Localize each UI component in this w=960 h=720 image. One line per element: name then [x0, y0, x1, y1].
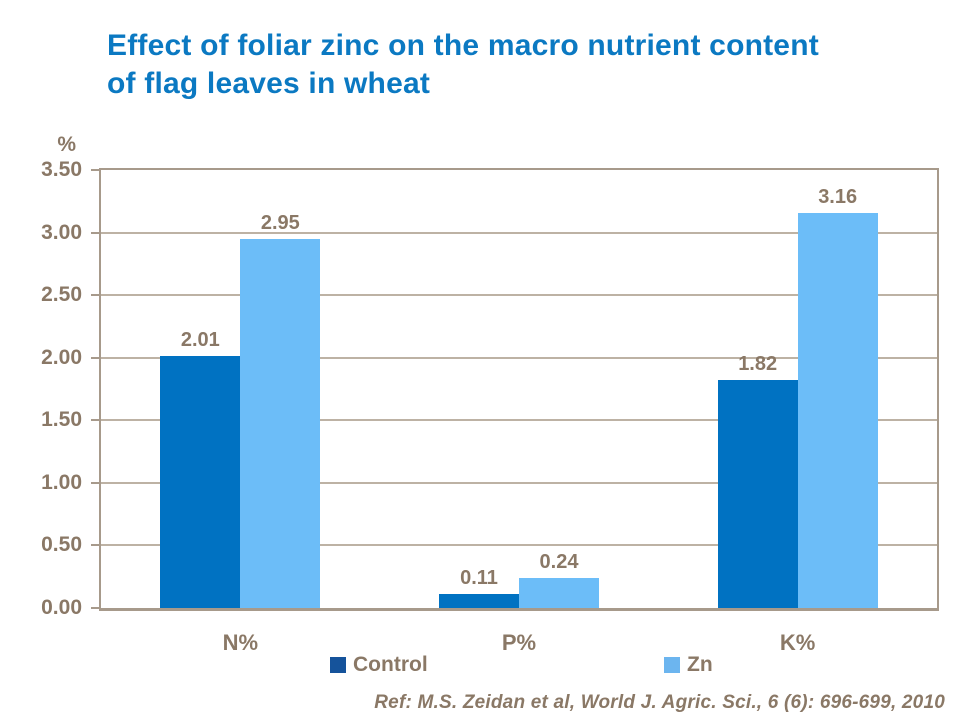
chart-title: Effect of foliar zinc on the macro nutri… — [107, 27, 819, 103]
y-axis-tick-label: 3.00 — [41, 220, 82, 244]
gridline — [101, 231, 937, 234]
legend-label-control: Control — [353, 653, 428, 676]
gridline — [101, 419, 937, 422]
value-label-control-P%: 0.11 — [460, 567, 498, 590]
legend-label-zn: Zn — [687, 653, 713, 676]
gridline — [101, 481, 937, 484]
y-axis-tick-label: 0.00 — [41, 596, 82, 619]
chart-title-line-1: Effect of foliar zinc on the macro nutri… — [107, 29, 819, 62]
legend-item-zn: Zn — [664, 652, 713, 678]
legend-item-control: Control — [330, 652, 428, 678]
y-axis-tick-mark — [91, 169, 100, 171]
y-axis-tick-mark — [91, 294, 100, 297]
bar-control-P% — [439, 594, 519, 608]
category-label-K%: K% — [779, 630, 816, 655]
category-label-N%: N% — [222, 630, 259, 655]
y-axis-tick-label: 2.50 — [41, 283, 82, 307]
gridline — [101, 544, 937, 547]
y-axis-tick-mark — [91, 419, 100, 422]
chart-title-line-2: of flag leaves in wheat — [107, 67, 431, 100]
bar-zn-P% — [519, 577, 599, 608]
value-label-zn-N%: 2.95 — [260, 211, 300, 234]
y-axis-tick-label: 1.50 — [41, 408, 82, 432]
legend-swatch-zn — [664, 657, 680, 673]
y-axis-tick-label: 1.00 — [41, 470, 82, 494]
gridline — [101, 294, 937, 297]
value-label-zn-P%: 0.24 — [539, 550, 579, 573]
category-label-P%: P% — [501, 630, 537, 655]
y-axis-tick-mark — [91, 481, 100, 484]
bar-control-K% — [717, 380, 798, 608]
y-axis-tick-mark — [91, 607, 100, 609]
y-axis-unit-label: % — [57, 133, 76, 156]
bar-zn-K% — [797, 212, 878, 608]
y-axis-tick-label: 2.00 — [41, 345, 82, 369]
value-label-control-K%: 1.82 — [738, 353, 778, 376]
reference-citation: Ref: M.S. Zeidan et al, World J. Agric. … — [374, 692, 945, 713]
legend-swatch-control — [330, 657, 346, 673]
y-axis-tick-label: 0.50 — [41, 533, 82, 557]
value-label-zn-K%: 3.16 — [818, 185, 858, 208]
y-axis-tick-mark — [91, 544, 100, 547]
y-axis-tick-mark — [91, 231, 100, 234]
bar-control-N% — [160, 356, 241, 608]
y-axis-tick-label: 3.50 — [41, 158, 82, 181]
plot-area: 2.01 2.95 0.11 0.24 1.82 3.16 — [99, 168, 939, 611]
value-label-control-N%: 2.01 — [180, 329, 220, 352]
bar-zn-N% — [240, 238, 321, 608]
gridline — [101, 356, 937, 359]
y-axis-tick-mark — [91, 356, 100, 359]
